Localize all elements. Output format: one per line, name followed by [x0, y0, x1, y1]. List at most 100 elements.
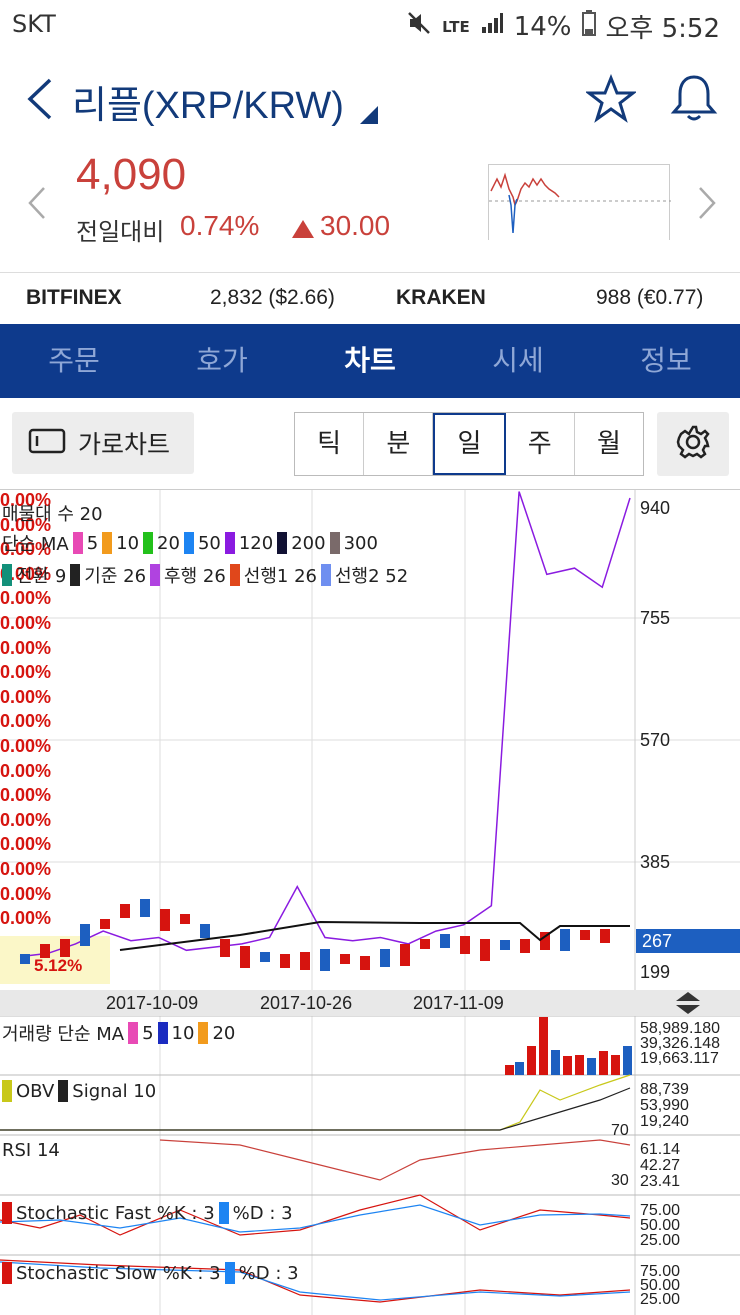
bell-icon[interactable]	[670, 72, 718, 128]
landscape-chart-label: 가로차트	[78, 430, 171, 459]
legend-stoch-slow: Stochastic Slow %K : 3 %D : 3	[2, 1262, 299, 1284]
mini-chart[interactable]	[488, 164, 671, 240]
legend-ma-label: 단순 MA	[2, 534, 69, 555]
chart-toolbar: 가로차트 틱 분 일 주 월	[0, 398, 740, 490]
legend-obv-swatch	[58, 1080, 69, 1102]
candle	[120, 904, 130, 918]
legend-ichimoku-swatch	[321, 564, 331, 586]
percent-label: 0.00%	[0, 760, 52, 781]
gear-icon	[675, 424, 711, 464]
date-axis[interactable]: 2017-10-09 2017-10-26 2017-11-09	[0, 990, 740, 1016]
legend-volume-swatch	[128, 1022, 139, 1044]
candle	[140, 899, 150, 917]
change-amount: 30.00	[320, 210, 391, 241]
candle	[200, 924, 210, 938]
volume-axis-label: 39,326.148	[640, 1035, 721, 1052]
dropdown-triangle-icon[interactable]	[360, 106, 378, 128]
legend-ichimoku-item: 전환 9	[16, 566, 67, 587]
legend-ma-swatch	[329, 532, 340, 554]
volume-bar	[563, 1056, 572, 1075]
volume-bar	[599, 1051, 608, 1075]
price-axis-label: 755	[640, 608, 671, 628]
back-icon[interactable]	[22, 76, 56, 126]
period-minute[interactable]: 분	[364, 413, 434, 475]
change-percent: 0.74%	[180, 210, 260, 241]
tab-orderbook[interactable]: 호가	[196, 344, 248, 377]
rsi-level-label: 30	[611, 1172, 629, 1189]
legend-ichimoku-swatch	[150, 564, 161, 586]
period-tick[interactable]: 틱	[295, 413, 365, 475]
battery-icon	[581, 10, 596, 43]
legend-volume-swatch	[198, 1022, 209, 1044]
candle	[380, 949, 390, 967]
candle	[100, 919, 110, 929]
legend-stoch-fast-swatch	[218, 1202, 229, 1224]
exchange-name: KRAKEN	[396, 286, 486, 309]
percent-label: 0.00%	[0, 883, 52, 904]
legend-stoch-fast-item: %D : 3	[232, 1202, 293, 1224]
tab-info[interactable]: 정보	[640, 344, 692, 377]
mute-icon	[406, 10, 432, 43]
volume-bar	[527, 1046, 536, 1075]
legend-obv-swatch	[2, 1080, 12, 1102]
candle	[220, 939, 230, 957]
percent-label: 0.00%	[0, 908, 52, 929]
legend-ma-item: 50	[197, 532, 221, 554]
percent-label: 0.00%	[0, 563, 52, 584]
prev-arrow-icon[interactable]	[26, 186, 48, 224]
legend-ma-swatch	[183, 532, 194, 554]
current-price: 4,090	[76, 150, 187, 199]
tab-order[interactable]: 주문	[48, 344, 100, 377]
quote-summary: 4,090 전일대비 0.74% 30.00	[0, 150, 740, 265]
legend-ichimoku-item: 선행1 26	[243, 566, 317, 587]
percent-label: 0.00%	[0, 736, 52, 756]
legend-volume-label: 거래량 단순 MA	[2, 1024, 125, 1045]
candle	[480, 939, 490, 961]
percent-label: 0.00%	[0, 859, 52, 879]
percent-label: 0.00%	[0, 613, 52, 633]
tab-market[interactable]: 시세	[492, 344, 544, 377]
price-axis-label: 385	[640, 852, 671, 872]
period-day[interactable]: 일	[433, 413, 506, 475]
candle	[300, 952, 310, 970]
page-title[interactable]: 리플(XRP/KRW)	[72, 85, 344, 127]
volume-axis-label: 19,663.117	[640, 1050, 719, 1067]
legend-rsi: RSI 14	[2, 1140, 60, 1161]
candle	[500, 940, 510, 950]
landscape-chart-button[interactable]: 가로차트	[12, 412, 194, 474]
period-month[interactable]: 월	[596, 429, 621, 459]
candle	[560, 929, 570, 951]
up-triangle-icon	[292, 220, 314, 242]
legend-ma-swatch	[224, 532, 235, 554]
tab-chart[interactable]: 차트	[344, 344, 396, 377]
next-arrow-icon[interactable]	[696, 186, 718, 224]
stoch-slow-d	[0, 1261, 631, 1301]
price-chart[interactable]: 0.00% 0.00% 0.00% 0.00% 0.00% 0.00% 0.00% 0.00%…	[0, 490, 740, 1315]
candle	[280, 954, 290, 968]
stoch-fast-axis-label: 50.00	[640, 1217, 681, 1234]
legend-volume-item: 10	[171, 1022, 195, 1044]
landscape-icon	[28, 428, 66, 458]
period-week[interactable]: 주	[506, 413, 575, 475]
series-line-120	[19, 491, 631, 958]
left-percent-marker: 5.12%	[34, 956, 83, 975]
rsi-axis-label: 42.27	[640, 1157, 681, 1174]
star-icon[interactable]	[584, 73, 638, 128]
candle	[180, 914, 190, 924]
legend-volume-item: 20	[212, 1022, 236, 1044]
chart-settings-button[interactable]	[657, 412, 729, 476]
signal-icon	[480, 11, 504, 42]
legend-ma-item: 120	[238, 532, 274, 554]
rsi-line	[159, 1139, 631, 1181]
legend-stoch-fast: Stochastic Fast %K : 3 %D : 3	[2, 1202, 293, 1224]
stoch-slow-axis-label: 50.00	[640, 1277, 681, 1294]
candle	[60, 939, 70, 957]
legend-ichimoku-item: 기준 26	[84, 566, 147, 587]
legend-stoch-slow-swatch	[2, 1262, 12, 1284]
legend-obv-item: OBV	[16, 1080, 55, 1102]
legend-ma-swatch	[143, 532, 154, 554]
candle	[540, 932, 550, 950]
resize-handle-icon[interactable]	[676, 992, 700, 1018]
exchange-value: 988 (€0.77)	[596, 286, 704, 309]
percent-label: 0.00%	[0, 637, 52, 658]
